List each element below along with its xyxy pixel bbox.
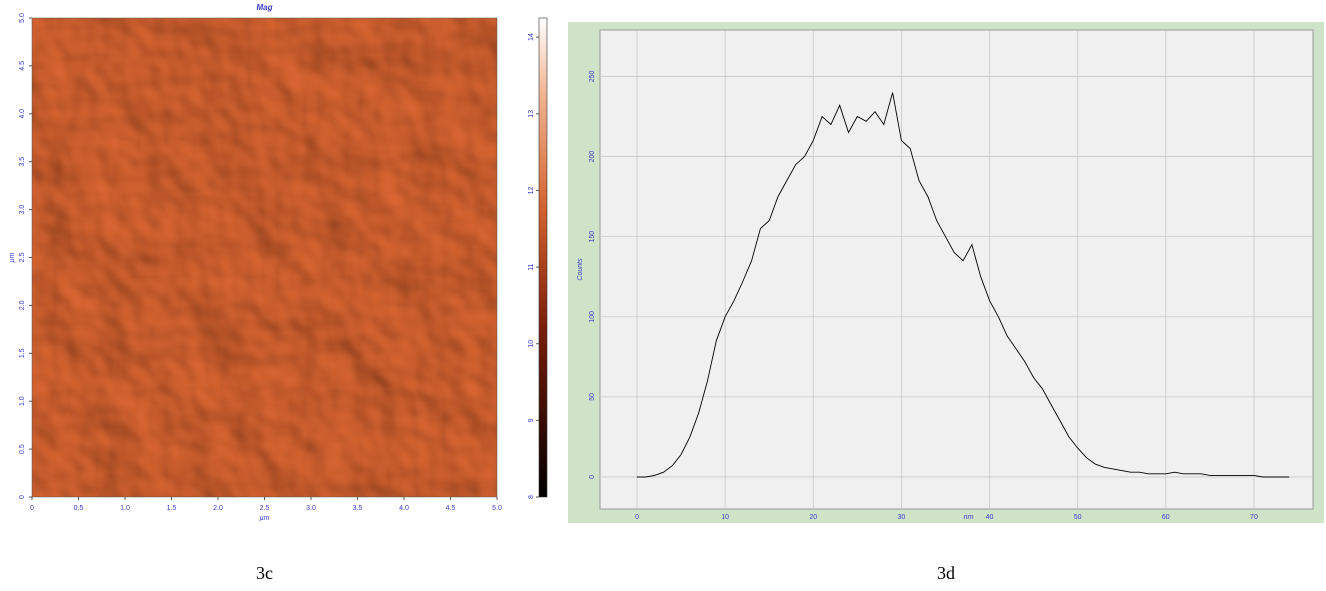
x-tick-label: 1.0 xyxy=(120,505,130,512)
x-tick-label: 1.5 xyxy=(167,505,177,512)
x-tick-label: 50 xyxy=(1074,514,1082,521)
x-tick-label: 4.5 xyxy=(446,505,456,512)
x-tick-label: 2.5 xyxy=(260,505,270,512)
y-tick-label: 0 xyxy=(19,495,26,499)
y-tick-label: 1.5 xyxy=(19,348,26,358)
x-tick-label: 10 xyxy=(721,514,729,521)
colorbar-tick-label: 11 xyxy=(528,263,535,270)
x-tick-label: 3.0 xyxy=(306,505,316,512)
x-axis-label: µm xyxy=(260,515,270,522)
plot-area xyxy=(599,29,1314,510)
colorbar xyxy=(538,17,548,498)
colorbar-tick-label: 13 xyxy=(528,110,535,118)
x-tick-label: 30 xyxy=(898,514,906,521)
y-tick-label: 3.5 xyxy=(19,157,26,167)
colorbar-tick-label: 12 xyxy=(528,186,535,194)
x-tick-label: 3.5 xyxy=(353,505,363,512)
x-tick-label: 4.0 xyxy=(399,505,409,512)
x-tick-label: 0 xyxy=(635,514,639,521)
y-tick-label: 4.5 xyxy=(19,61,26,71)
y-tick-label: 1.0 xyxy=(19,396,26,406)
x-tick-label: 20 xyxy=(809,514,817,521)
x-axis-label: nm xyxy=(964,514,974,521)
x-tick-label: 0 xyxy=(30,505,34,512)
y-tick-label: 150 xyxy=(589,231,596,243)
x-tick-label: 60 xyxy=(1162,514,1170,521)
y-tick-label: 2.5 xyxy=(19,253,26,263)
y-tick-label: 200 xyxy=(589,151,596,163)
afm-image xyxy=(32,18,497,497)
colorbar-tick-label: 14 xyxy=(528,33,535,41)
y-tick-label: 4.0 xyxy=(19,109,26,119)
chart-title: Mag xyxy=(257,3,273,12)
y-tick-label: 50 xyxy=(589,393,596,401)
x-tick-label: 40 xyxy=(986,514,994,521)
x-tick-label: 2.0 xyxy=(213,505,223,512)
histogram-line xyxy=(637,92,1290,478)
caption: 3c xyxy=(256,563,273,583)
caption: 3d xyxy=(937,563,955,583)
y-tick-label: 3.0 xyxy=(19,205,26,215)
colorbar-tick-label: 8 xyxy=(528,495,535,499)
y-tick-label: 100 xyxy=(589,311,596,323)
y-tick-label: 250 xyxy=(589,71,596,83)
y-axis-label: Counts xyxy=(577,258,584,281)
x-tick-label: 5.0 xyxy=(492,505,502,512)
y-tick-label: 0.5 xyxy=(19,444,26,454)
colorbar-tick-label: 9 xyxy=(528,418,535,422)
y-tick-label: 0 xyxy=(589,475,596,479)
y-tick-label: 5.0 xyxy=(19,13,26,23)
y-axis-label: µm xyxy=(9,252,16,262)
x-tick-label: 70 xyxy=(1250,514,1258,521)
y-tick-label: 2.0 xyxy=(19,300,26,310)
colorbar-tick-label: 10 xyxy=(528,340,535,348)
x-tick-label: 0.5 xyxy=(74,505,84,512)
